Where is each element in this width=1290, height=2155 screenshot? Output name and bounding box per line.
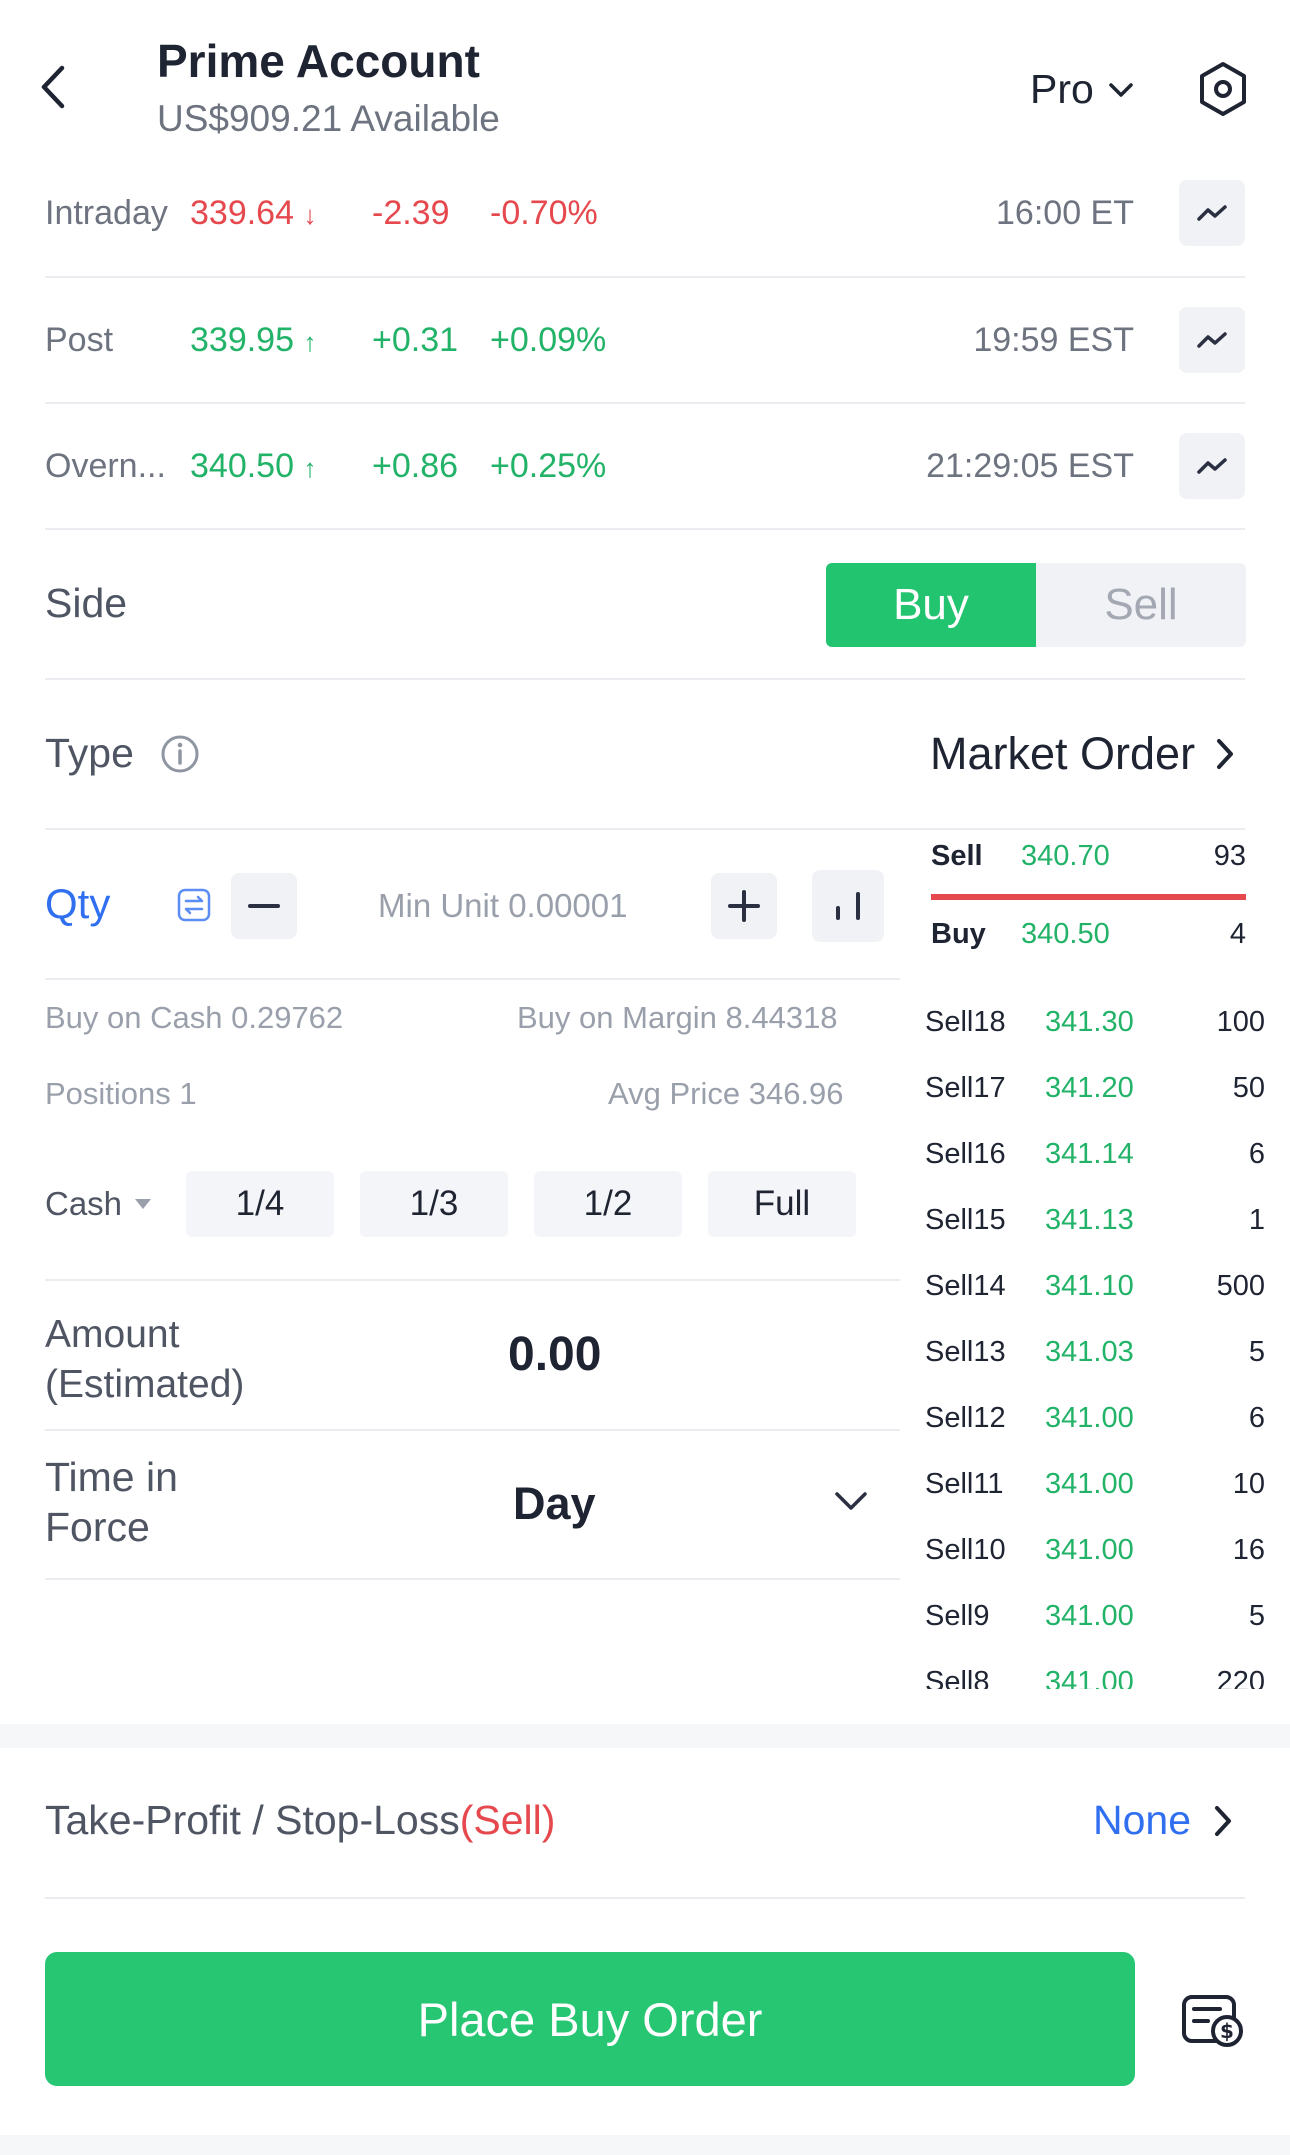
- session-change-pct: +0.09%: [490, 320, 607, 359]
- orderbook-row: Sell9 341.00 5: [925, 1599, 1265, 1632]
- tif-value[interactable]: Day: [513, 1478, 596, 1529]
- available-balance: US$909.21 Available: [157, 98, 500, 139]
- orderbook-levels[interactable]: Sell18 341.30 100 Sell17 341.20 50 Sell16 341…: [920, 989, 1280, 1690]
- chevron-down-icon: [835, 1492, 867, 1510]
- orderbook-best-buy: Buy 340.50 4: [931, 918, 1246, 950]
- chevron-down-icon: [1109, 82, 1133, 97]
- session-label: Post: [45, 320, 114, 359]
- trend-icon: [1197, 458, 1227, 474]
- place-buy-order-button[interactable]: Place Buy Order: [45, 1952, 1135, 2086]
- sell-button[interactable]: Sell: [1036, 563, 1246, 647]
- info-icon[interactable]: [160, 734, 200, 774]
- depth-toggle-button[interactable]: [812, 870, 884, 942]
- wallet-dollar-icon: $: [1182, 1995, 1243, 2047]
- portion-basis-label: Cash: [45, 1185, 123, 1222]
- type-label: Type: [45, 730, 134, 776]
- tpsl-value: None: [1093, 1797, 1192, 1843]
- orderbook-row: Sell13 341.03 5: [925, 1335, 1265, 1368]
- tpsl-selector[interactable]: None: [1093, 1797, 1233, 1844]
- trend-icon: [1197, 332, 1227, 348]
- session-time: 19:59 EST: [973, 320, 1134, 359]
- tif-dropdown[interactable]: [834, 1490, 868, 1517]
- arrow-up-icon: ↑: [303, 326, 317, 357]
- bottom-bar: [0, 2135, 1290, 2155]
- arrow-down-icon: ↓: [303, 199, 317, 230]
- svg-text:$: $: [1220, 2019, 1234, 2043]
- buy-on-margin: Buy on Margin 8.44318: [517, 1000, 838, 1035]
- portion-third-button[interactable]: 1/3: [360, 1171, 508, 1237]
- type-row-label: Type: [45, 730, 200, 777]
- qty-input[interactable]: Min Unit 0.00001: [378, 887, 628, 924]
- quote-row-intraday: Intraday 339.64 ↓ -2.39 -0.70% 16:00 ET: [45, 150, 1245, 276]
- session-change-pct: -0.70%: [490, 193, 598, 232]
- section-separator: [0, 1724, 1290, 1748]
- positions: Positions 1: [45, 1076, 197, 1111]
- session-price: 339.64 ↓: [190, 193, 317, 232]
- plus-icon: [728, 890, 760, 922]
- qty-label: Qty: [45, 880, 111, 927]
- tif-label: Time in Force: [45, 1454, 178, 1550]
- mode-selector[interactable]: Pro: [1030, 66, 1134, 113]
- chevron-right-icon: [1217, 739, 1234, 769]
- qty-increment-button[interactable]: [711, 873, 777, 939]
- orderbook-row: Sell14 341.10 500: [925, 1269, 1265, 1302]
- chart-button[interactable]: [1179, 180, 1245, 246]
- session-price: 340.50 ↑: [190, 446, 317, 485]
- session-change: +0.86: [372, 446, 459, 485]
- session-label: Overn...: [45, 446, 166, 485]
- tpsl-label: Take-Profit / Stop-Loss(Sell): [45, 1797, 556, 1843]
- spread-bar: [931, 894, 1246, 900]
- portion-full-button[interactable]: Full: [708, 1171, 856, 1237]
- settings-button[interactable]: [1198, 61, 1248, 117]
- orderbook-row: Sell18 341.30 100: [925, 1005, 1265, 1038]
- orderbook-row: Sell16 341.14 6: [925, 1137, 1265, 1170]
- session-label: Intraday: [45, 193, 168, 232]
- mode-label: Pro: [1030, 66, 1094, 112]
- session-change: +0.31: [372, 320, 459, 359]
- orderbook-best-sell: Sell 340.70 93: [931, 840, 1246, 872]
- session-time: 21:29:05 EST: [926, 446, 1134, 485]
- portion-quarter-button[interactable]: 1/4: [186, 1171, 334, 1237]
- orderbook-row: Sell8 341.00 220: [925, 1665, 1265, 1690]
- bar-chart-icon: [836, 892, 860, 920]
- amount-label: Amount (Estimated): [45, 1313, 245, 1406]
- buy-button[interactable]: Buy: [826, 563, 1036, 647]
- caret-down-icon: [135, 1199, 152, 1209]
- minus-icon: [248, 904, 280, 908]
- session-change: -2.39: [372, 193, 450, 232]
- orderbook-row: Sell17 341.20 50: [925, 1071, 1265, 1104]
- orderbook-row: Sell10 341.00 16: [925, 1533, 1265, 1566]
- portion-basis-selector[interactable]: Cash: [45, 1185, 152, 1223]
- page-title: Prime Account: [157, 35, 480, 87]
- order-type-value: Market Order: [930, 728, 1196, 779]
- portion-half-button[interactable]: 1/2: [534, 1171, 682, 1237]
- amount-value: 0.00: [508, 1328, 602, 1381]
- orderbook-row: Sell15 341.13 1: [925, 1203, 1265, 1236]
- buy-on-cash: Buy on Cash 0.29762: [45, 1000, 344, 1035]
- orderbook-row: Sell11 341.00 10: [925, 1467, 1265, 1500]
- quote-row-post: Post 339.95 ↑ +0.31 +0.09% 19:59 EST: [45, 277, 1245, 403]
- swap-unit-icon[interactable]: [176, 887, 212, 928]
- arrow-up-icon: ↑: [303, 452, 317, 483]
- qty-decrement-button[interactable]: [231, 873, 297, 939]
- chart-button[interactable]: [1179, 307, 1245, 373]
- orderbook-row: Sell12 341.00 6: [925, 1401, 1265, 1434]
- avg-price: Avg Price 346.96: [608, 1076, 844, 1111]
- chevron-left-icon: [41, 65, 65, 109]
- chevron-right-icon: [1215, 1805, 1232, 1836]
- gear-icon: [1200, 62, 1246, 116]
- back-button[interactable]: [38, 62, 78, 112]
- session-change-pct: +0.25%: [490, 446, 607, 485]
- tpsl-side: (Sell): [459, 1797, 556, 1843]
- side-toggle: Buy Sell: [826, 563, 1246, 647]
- side-label: Side: [45, 580, 128, 626]
- trend-icon: [1197, 205, 1227, 221]
- chart-button[interactable]: [1179, 433, 1245, 499]
- order-type-selector[interactable]: Market Order: [930, 728, 1235, 780]
- session-price: 339.95 ↑: [190, 320, 317, 359]
- quote-row-overnight: Overn... 340.50 ↑ +0.86 +0.25% 21:29:05 …: [45, 403, 1245, 529]
- session-time: 16:00 ET: [996, 193, 1134, 232]
- order-list-button[interactable]: $: [1180, 1993, 1246, 2054]
